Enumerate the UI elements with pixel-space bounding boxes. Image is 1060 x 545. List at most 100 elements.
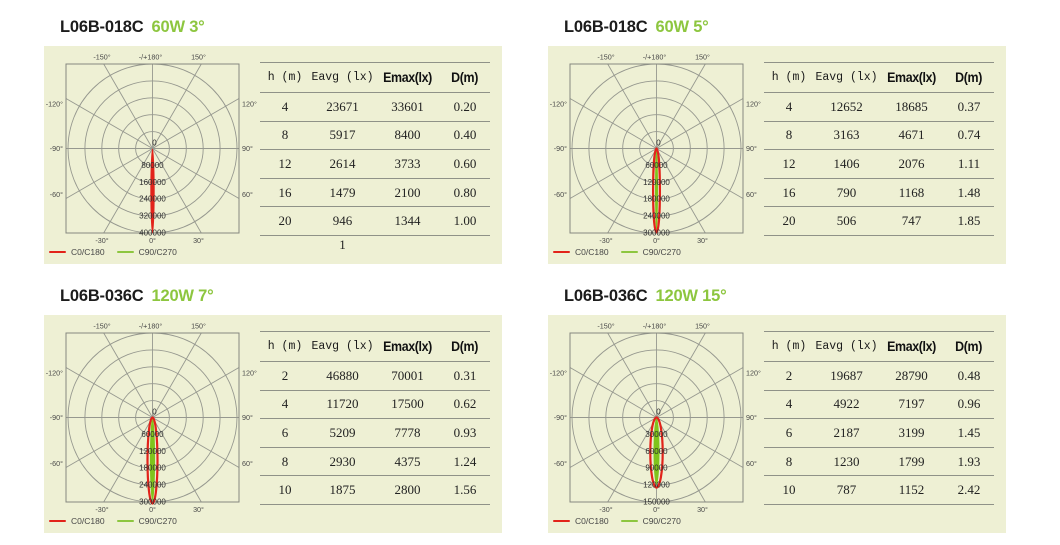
legend-c90-swatch [620,250,638,254]
table-cell: 3199 [898,424,925,440]
table-row: 12 2614 3733 0.60 [260,150,490,179]
angle-label: 30° [697,236,708,245]
polar-grid-ray [103,64,153,149]
angle-label: -30° [95,505,108,514]
table-cell: 8 [785,127,793,143]
polar-grid-ray [656,148,706,233]
table-row: 16 790 1168 1.48 [764,178,994,207]
table-cell: 790 [836,184,857,200]
polar-grid-ray [607,64,657,149]
model-code: L06B-018C [564,18,648,36]
polar-grid-ray [570,148,657,199]
col-header-d: D(m) [955,69,983,85]
ring-label: 320000 [139,212,166,221]
polar-grid-ray [656,367,743,418]
angle-label: -/+180° [139,322,163,331]
table-cell: 4 [281,98,289,114]
table-cell: 2187 [833,424,860,440]
table-row: 4 23671 33601 0.20 [260,93,490,122]
table-header-row: h (m) Eavg (lx) Emax(lx) D(m) [260,62,490,93]
table-cell: 11720 [326,396,359,412]
table-cell: 0.96 [957,396,981,412]
ring-label: 60000 [141,430,164,439]
chart-area: 0 60000 120000 180000 240000 300000 -150° -120… [44,315,274,533]
table-row: 10 1875 2800 1.56 [260,476,490,505]
legend-c0-swatch [553,250,570,254]
table-cell: 17500 [391,396,424,412]
table-cell: 4671 [898,127,925,143]
table-cell: 0.40 [453,127,477,143]
table-cell: 12 [782,155,796,171]
col-header-d: D(m) [451,338,479,354]
col-header-height: h (m) [771,340,807,353]
ring-label: 120000 [643,178,670,187]
col-header-emax: Emax(lx) [887,69,936,85]
table-cell: 4375 [394,453,421,469]
table-cell: 0.80 [453,184,477,200]
col-header-eavg: Eavg (lx) [311,71,374,84]
table-row: 6 5209 7778 0.93 [260,419,490,448]
col-header-emax: Emax(lx) [383,338,432,354]
photometric-table: h (m) Eavg (lx) Emax(lx) D(m) 2 46880 7000… [260,331,490,505]
polar-grid-ray [152,148,202,233]
table-cell: 0.37 [957,98,981,114]
ring-label: 60000 [645,161,668,170]
polar-grid-ray [152,333,202,418]
table-row: 20 506 747 1.85 [764,207,994,236]
legend-c90-label: C90/C270 [642,516,681,526]
col-header-d: D(m) [955,338,983,354]
panel-title: L06B-018C 60W 3° [60,18,205,37]
col-header-emax: Emax(lx) [383,69,432,85]
legend-c90-label: C90/C270 [138,247,177,257]
polar-chart: 0 60000 120000 180000 240000 300000 -150° -120… [46,322,257,515]
angle-label: 60° [746,190,757,199]
legend-c0-label: C0/C180 [575,247,609,257]
table-cell: 16 [278,184,292,200]
beam-c0-c180 [146,416,159,505]
table-row: 4 12652 18685 0.37 [764,93,994,122]
chart-legend: C0/C180 C90/C270 [553,247,681,257]
angle-label: -120° [46,369,63,378]
table-cell: 2 [281,367,289,383]
table-cell: 2.42 [957,482,981,498]
angle-label: -30° [95,236,108,245]
table-cell: 8 [785,453,793,469]
page-number: 1 [339,237,346,252]
polar-grid-ray [152,64,202,149]
polar-grid-ray [570,98,657,149]
angle-label: 90° [746,144,757,153]
polar-grid-ray [66,98,153,149]
ring-label: 0 [656,408,661,417]
angle-label: 60° [242,459,253,468]
table-cell: 18685 [895,98,928,114]
table-cell: 8 [281,453,289,469]
polar-grid-ray [152,417,202,502]
table-row: 20 946 1344 1.00 [260,207,490,236]
angle-label: 150° [191,322,206,331]
polar-grid-ray [66,148,153,199]
photometric-table: h (m) Eavg (lx) Emax(lx) D(m) 4 12652 1868… [764,62,994,236]
polar-grid-ray [103,417,153,502]
legend-c0-label: C0/C180 [71,247,105,257]
chart-area: 0 30000 60000 90000 120000 150000 -150° -120° 1… [548,315,778,533]
ring-label: 240000 [139,481,166,490]
photometric-table: h (m) Eavg (lx) Emax(lx) D(m) 2 19687 2879… [764,331,994,505]
table-cell: 8 [281,127,289,143]
angle-label: 30° [697,505,708,514]
photometric-panel-1: 0 80000 160000 240000 320000 400000 -150° -120… [44,46,502,264]
photometric-table: h (m) Eavg (lx) Emax(lx) D(m) 4 23671 3360… [260,62,490,236]
polar-grid-ray [656,148,743,199]
legend-c90-swatch [116,519,134,523]
table-cell: 2930 [329,453,356,469]
table-cell: 0.62 [453,396,477,412]
angle-label: 30° [193,505,204,514]
angle-label: 0° [653,236,660,245]
table-cell: 4 [281,396,289,412]
table-cell: 747 [901,213,922,229]
table-cell: 3163 [833,127,860,143]
table-cell: 23671 [326,98,359,114]
table-cell: 1.85 [957,213,981,229]
col-header-eavg: Eavg (lx) [311,340,374,353]
table-cell: 2614 [329,155,356,171]
angle-label: 150° [191,53,206,62]
